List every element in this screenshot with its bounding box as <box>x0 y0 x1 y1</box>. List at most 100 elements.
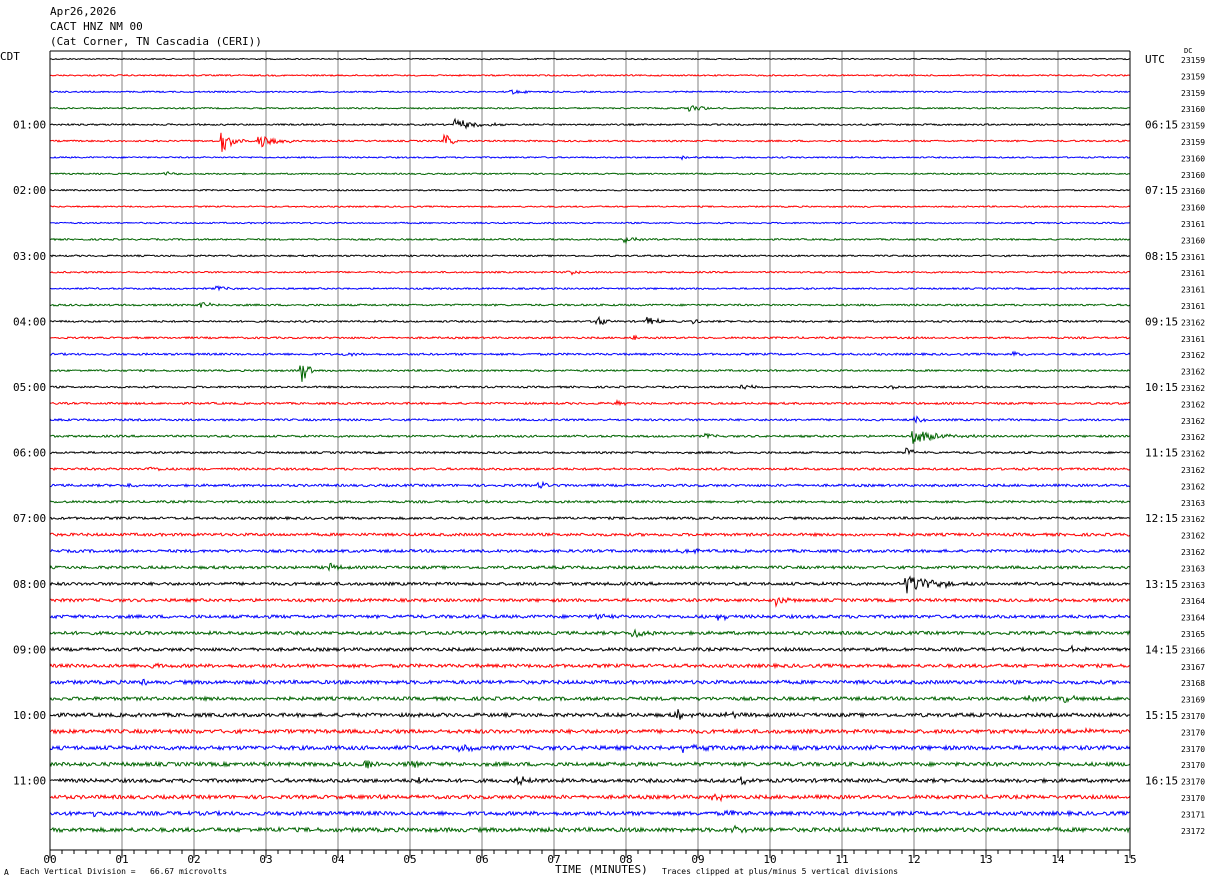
left-hour-label: 08:00 <box>13 578 46 591</box>
dc-offset-label: 23161 <box>1181 253 1205 262</box>
trace-row-16 <box>49 315 1130 326</box>
dc-offset-label: 23162 <box>1181 482 1205 491</box>
trace-row-5 <box>49 132 1131 152</box>
trace-row-11 <box>49 236 1131 245</box>
x-tick-label: 15 <box>1123 853 1136 866</box>
trace-row-6 <box>49 155 1131 161</box>
x-tick-label: 00 <box>43 853 56 866</box>
chart-station: CACT HNZ NM 00 <box>50 20 143 33</box>
dc-offset-label: 23160 <box>1181 187 1205 196</box>
left-hour-label: 07:00 <box>13 512 46 525</box>
dc-offset-label: 23163 <box>1181 581 1205 590</box>
trace-row-22 <box>49 415 1131 424</box>
right-hour-label: 13:15 <box>1145 578 1178 591</box>
right-hour-label: 10:15 <box>1145 381 1178 394</box>
trace-row-47 <box>49 824 1131 834</box>
trace-row-10 <box>49 221 1131 225</box>
dc-offset-label: 23162 <box>1181 384 1205 393</box>
dc-offset-label: 23160 <box>1181 105 1205 114</box>
dc-offset-label: 23160 <box>1181 236 1205 245</box>
x-tick-label: 09 <box>691 853 704 866</box>
right-hour-label: 07:15 <box>1145 184 1178 197</box>
dc-offset-label: 23162 <box>1181 400 1205 409</box>
trace-row-28 <box>49 515 1131 521</box>
dc-column-label: DC <box>1184 47 1193 55</box>
dc-offset-label: 23170 <box>1181 794 1205 803</box>
dc-offset-label: 23159 <box>1181 138 1205 147</box>
plot-frame <box>49 50 1131 858</box>
dc-offset-label: 23161 <box>1181 220 1205 229</box>
trace-row-32 <box>49 575 1131 594</box>
trace-row-35 <box>49 628 1131 638</box>
left-hour-label: 09:00 <box>13 643 46 656</box>
trace-row-31 <box>49 562 1131 572</box>
trace-row-34 <box>49 613 1131 622</box>
x-tick-label: 03 <box>259 853 272 866</box>
trace-row-26 <box>49 480 1131 490</box>
right-hour-label: 12:15 <box>1145 512 1178 525</box>
right-hour-label: 16:15 <box>1145 775 1178 788</box>
trace-row-36 <box>49 644 1131 654</box>
dc-offset-label: 23170 <box>1181 761 1205 770</box>
dc-offset-label: 23169 <box>1181 696 1205 705</box>
x-tick-label: 05 <box>403 853 416 866</box>
trace-row-29 <box>49 531 1131 538</box>
right-hour-label: UTC <box>1145 53 1165 66</box>
axis-labels: 00 01 02 03 04 05 06 07 08 09 10 11 12 13 14 15 01:00 02:… <box>13 53 1205 866</box>
trace-row-27 <box>49 499 1131 504</box>
dc-offset-label: 23162 <box>1181 417 1205 426</box>
dc-offset-label: 23167 <box>1181 663 1205 672</box>
dc-offset-label: 23162 <box>1181 466 1205 475</box>
dc-offset-label: 23162 <box>1181 351 1205 360</box>
trace-row-23 <box>49 431 1131 444</box>
trace-row-41 <box>49 726 1131 735</box>
dc-offset-label: 23163 <box>1181 499 1205 508</box>
x-tick-label: 01 <box>115 853 128 866</box>
trace-row-7 <box>50 171 1131 176</box>
corner-mark: A <box>4 868 9 877</box>
trace-row-30 <box>49 548 1131 555</box>
x-tick-label: 06 <box>475 853 488 866</box>
x-axis-title: TIME (MINUTES) <box>555 863 648 876</box>
x-tick-label: 12 <box>907 853 920 866</box>
trace-row-21 <box>49 399 1131 407</box>
dc-offset-label: 23171 <box>1181 810 1205 819</box>
dc-offset-label: 23170 <box>1181 712 1205 721</box>
dc-offset-label: 23161 <box>1181 269 1205 278</box>
trace-row-17 <box>49 334 1131 341</box>
scale-note: Each Vertical Division = 66.67 microvolt… <box>20 867 228 876</box>
x-tick-label: 11 <box>835 853 848 866</box>
trace-row-1 <box>49 73 1131 77</box>
right-hour-label: 08:15 <box>1145 250 1178 263</box>
dc-offset-label: 23160 <box>1181 171 1205 180</box>
dc-offset-label: 23164 <box>1181 614 1205 623</box>
dc-offset-label: 23163 <box>1181 564 1205 573</box>
left-timezone-label: CDT <box>0 50 20 63</box>
trace-row-12 <box>49 254 1131 258</box>
left-hour-label: 01:00 <box>13 119 46 132</box>
left-hour-label: 11:00 <box>13 775 46 788</box>
right-hour-label: 06:15 <box>1145 119 1178 132</box>
dc-offset-label: 23161 <box>1181 302 1205 311</box>
left-hour-label: 05:00 <box>13 381 46 394</box>
dc-offset-label: 23160 <box>1181 154 1205 163</box>
trace-row-4 <box>49 117 1131 130</box>
trace-row-24 <box>49 447 1131 456</box>
trace-rows <box>49 57 1131 834</box>
trace-row-14 <box>49 285 1131 292</box>
dc-offset-label: 23165 <box>1181 630 1205 639</box>
trace-row-9 <box>49 205 1131 209</box>
left-hour-label: 06:00 <box>13 447 46 460</box>
trace-row-46 <box>49 809 1131 818</box>
clip-note: Traces clipped at plus/minus 5 vertical … <box>662 867 899 876</box>
chart-date: Apr26,2026 <box>50 5 117 18</box>
left-hour-label: 03:00 <box>13 250 46 263</box>
x-tick-label: 08 <box>619 853 632 866</box>
dc-offset-label: 23162 <box>1181 450 1205 459</box>
trace-row-15 <box>49 301 1131 308</box>
trace-row-43 <box>49 759 1131 769</box>
dc-offset-label: 23162 <box>1181 433 1205 442</box>
trace-row-33 <box>49 596 1131 608</box>
right-hour-label: 15:15 <box>1145 709 1178 722</box>
